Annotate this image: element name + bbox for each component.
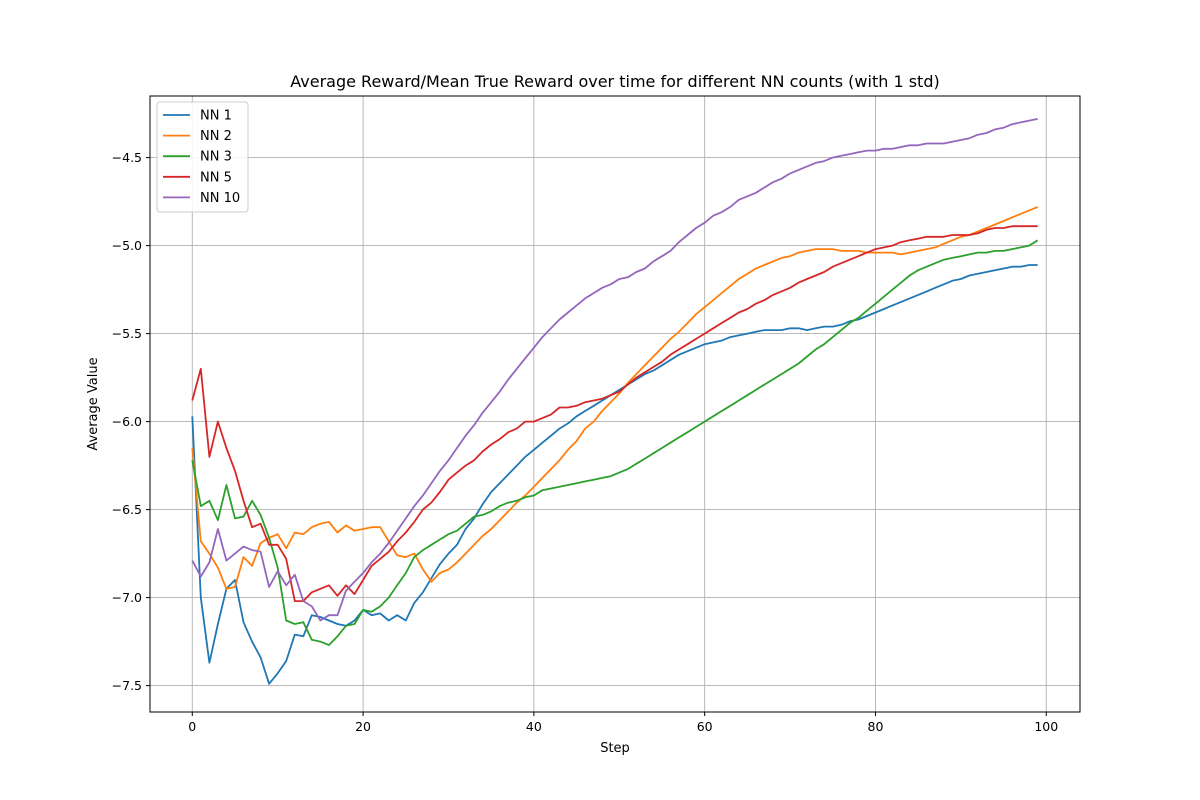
series-line-nn-3 (191, 239, 1039, 646)
x-tick-label: 0 (188, 719, 196, 734)
legend-label: NN 10 (200, 191, 240, 206)
x-tick-label: 60 (697, 719, 713, 734)
y-tick-label: −6.0 (112, 414, 142, 429)
y-axis-title: Average Value (86, 357, 101, 450)
x-axis: 0 20 40 60 80 100 (188, 712, 1058, 734)
y-tick-label: −5.0 (112, 238, 142, 253)
x-tick-label: 100 (1034, 719, 1058, 734)
legend-label: NN 5 (200, 170, 232, 185)
plot-frame (149, 95, 1081, 713)
legend-label: NN 2 (200, 129, 232, 144)
y-tick-label: −7.0 (112, 590, 142, 605)
legend: NN 1 NN 2 NN 3 NN 5 NN 10 (156, 101, 249, 213)
legend-label: NN 1 (200, 109, 232, 124)
y-axis: −7.5 −7.0 −6.5 −6.0 −5.5 −5.0 −4.5 (112, 150, 150, 693)
x-tick-label: 20 (355, 719, 371, 734)
grid-lines (150, 96, 1080, 712)
series-line-nn-5 (191, 225, 1038, 602)
chart-title: Average Reward/Mean True Reward over tim… (290, 72, 939, 91)
series-line-nn-2 (191, 206, 1039, 590)
data-series (191, 118, 1039, 685)
x-tick-label: 80 (868, 719, 884, 734)
x-axis-title: Step (600, 741, 630, 756)
y-tick-label: −7.5 (112, 678, 142, 693)
legend-box (156, 101, 249, 213)
y-tick-label: −6.5 (112, 502, 142, 517)
x-tick-label: 40 (526, 719, 542, 734)
series-line-nn-10 (191, 118, 1038, 622)
legend-label: NN 3 (200, 150, 232, 165)
y-tick-label: −5.5 (112, 326, 142, 341)
y-tick-label: −4.5 (112, 150, 142, 165)
